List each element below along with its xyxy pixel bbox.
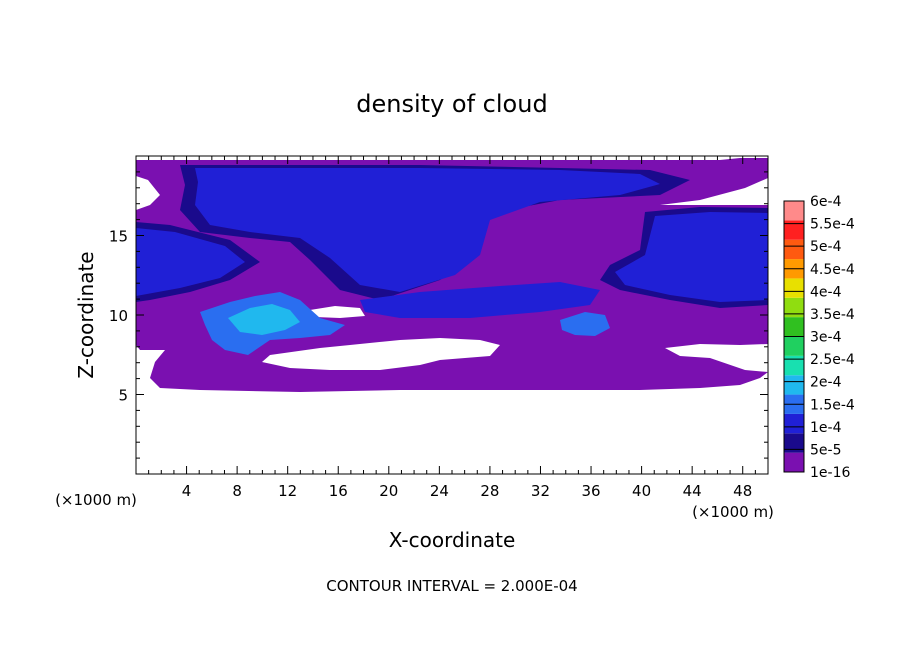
x-axis: 4 8 12 16 20 24 28 32 36 40 44 48 xyxy=(148,156,756,500)
y-axis: 5 10 15 xyxy=(109,171,768,459)
contour-level-1e-4 xyxy=(615,212,768,302)
colorbar-label: 5e-5 xyxy=(810,442,841,458)
x-tick-label: 36 xyxy=(581,482,600,500)
y-tick-label: 5 xyxy=(118,387,128,405)
x-tick-label: 4 xyxy=(182,482,192,500)
colorbar-label: 3.5e-4 xyxy=(810,307,855,323)
x-tick-label: 24 xyxy=(430,482,449,500)
colorbar-swatch xyxy=(784,317,804,337)
x-tick-label: 40 xyxy=(632,482,651,500)
colorbar-label: 2.5e-4 xyxy=(810,352,855,368)
x-tick-label: 44 xyxy=(683,482,702,500)
colorbar-label: 5.5e-4 xyxy=(810,217,855,233)
x-tick-label: 8 xyxy=(232,482,242,500)
colorbar-label: 5e-4 xyxy=(810,239,842,255)
x-tick-label: 20 xyxy=(379,482,398,500)
colorbar-label: 3e-4 xyxy=(810,330,842,346)
x-tick-label: 48 xyxy=(733,482,752,500)
colorbar-swatch xyxy=(784,220,804,240)
colorbar-swatch xyxy=(784,336,804,356)
colorbar-label: 1e-16 xyxy=(810,465,850,481)
y-axis-label: Z-coordinate xyxy=(74,251,98,378)
colorbar-label: 1e-4 xyxy=(810,420,842,436)
contour-level-1e-4 xyxy=(136,228,245,296)
colorbar-swatch xyxy=(784,375,804,395)
colorbar: 1e-16 5e-5 1e-4 1.5e-4 2e-4 2.5e-4 3e-4 3.5e-4 4… xyxy=(783,194,855,481)
colorbar-swatch xyxy=(784,355,804,376)
contour-gap xyxy=(310,306,365,318)
contour-level-2e-4 xyxy=(228,304,300,335)
x-tick-label: 16 xyxy=(329,482,348,500)
x-tick-label: 12 xyxy=(278,482,297,500)
x-tick-label: 28 xyxy=(480,482,499,500)
colorbar-label: 1.5e-4 xyxy=(810,397,855,413)
colorbar-label: 4e-4 xyxy=(810,284,842,300)
plot-area xyxy=(136,156,768,474)
y-tick-label: 15 xyxy=(109,228,128,246)
contour-level-1e-4 xyxy=(195,168,660,292)
y-unit-label: (×1000 m) xyxy=(55,491,137,509)
contour-level-1e-4 xyxy=(360,282,600,318)
contour-gap xyxy=(665,344,768,372)
x-unit-label: (×1000 m) xyxy=(692,503,774,521)
colorbar-label: 2e-4 xyxy=(810,375,842,391)
colorbar-swatch xyxy=(784,413,804,434)
contour-level-1.5e-4 xyxy=(560,312,610,336)
colorbar-label: 4.5e-4 xyxy=(810,262,855,278)
y-tick-label: 10 xyxy=(109,307,128,325)
chart-title: density of cloud xyxy=(356,90,547,118)
contour-gap xyxy=(262,338,500,370)
colorbar-swatch xyxy=(784,297,804,318)
x-tick-label: 32 xyxy=(531,482,550,500)
colorbar-swatch xyxy=(784,278,804,298)
contour-interval-note: CONTOUR INTERVAL = 2.000E-04 xyxy=(326,577,577,595)
colorbar-swatch xyxy=(784,433,804,453)
x-axis-label: X-coordinate xyxy=(389,528,516,552)
colorbar-swatch xyxy=(784,201,804,221)
colorbar-label: 6e-4 xyxy=(810,194,842,210)
colorbar-swatch xyxy=(784,452,804,472)
colorbar-swatch xyxy=(784,239,804,260)
